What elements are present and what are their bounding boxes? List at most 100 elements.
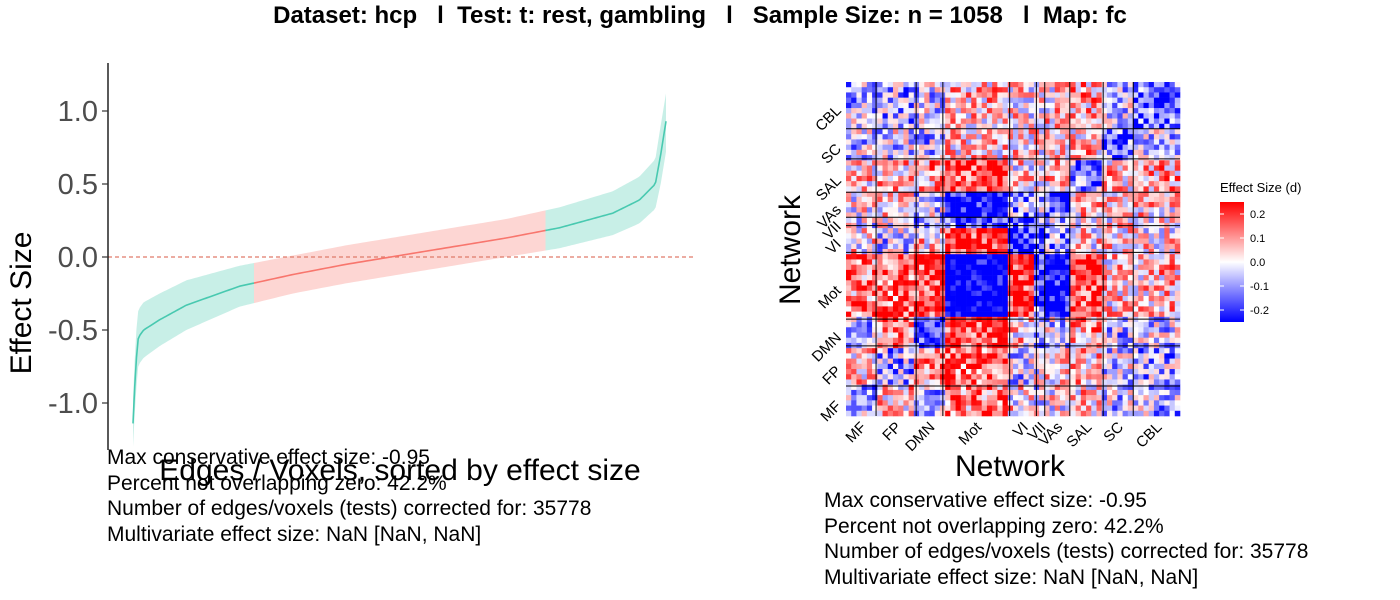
heatmap-cell xyxy=(934,196,941,203)
heatmap-cell xyxy=(1169,217,1176,224)
heatmap-cell xyxy=(1007,155,1014,161)
heatmap-cell xyxy=(1112,118,1118,125)
heatmap-cell xyxy=(903,395,909,401)
heatmap-cell xyxy=(1023,228,1029,234)
heatmap-cell xyxy=(1028,363,1035,370)
heatmap-cell xyxy=(1153,259,1160,265)
heatmap-cell xyxy=(1164,264,1170,271)
heatmap-cell xyxy=(1018,295,1024,302)
heatmap-cell xyxy=(971,384,977,391)
heatmap-cell xyxy=(1086,348,1092,354)
heatmap-cell xyxy=(1096,155,1103,161)
heatmap-cell xyxy=(950,102,956,109)
heatmap-cell xyxy=(1007,238,1014,245)
heatmap-cell xyxy=(976,144,982,151)
heatmap-cell xyxy=(1159,196,1165,203)
heatmap-cell xyxy=(1159,134,1165,140)
heatmap-cell xyxy=(1106,102,1113,109)
heatmap-cell xyxy=(1159,400,1165,406)
heatmap-cell xyxy=(1122,259,1129,265)
heatmap-cell xyxy=(960,285,967,292)
heatmap-cell xyxy=(1080,160,1087,166)
heatmap-cell xyxy=(856,254,862,260)
heatmap-cell xyxy=(960,123,967,130)
heatmap-cell xyxy=(1164,186,1170,192)
heatmap-cell xyxy=(1065,233,1071,239)
heatmap-cell xyxy=(846,92,852,98)
heatmap-cell xyxy=(1039,353,1045,359)
heatmap-cell xyxy=(851,389,857,396)
heatmap-cell xyxy=(1059,264,1066,271)
heatmap-cell xyxy=(934,249,941,255)
heatmap-cell xyxy=(966,369,972,375)
heatmap-cell xyxy=(1106,301,1113,307)
heatmap-cell xyxy=(1117,395,1123,401)
heatmap-cell xyxy=(1112,395,1118,401)
heatmap-cell xyxy=(1106,369,1113,375)
heatmap-cell xyxy=(960,191,967,198)
heatmap-cell xyxy=(877,254,883,260)
heatmap-cell xyxy=(908,170,915,177)
heatmap-cell xyxy=(1133,285,1139,292)
heatmap-cell xyxy=(1044,384,1050,391)
heatmap-cell xyxy=(981,87,988,93)
heatmap-cell xyxy=(1080,155,1087,161)
heatmap-cell xyxy=(966,275,972,281)
heatmap-cell xyxy=(1059,269,1066,276)
heatmap-cell xyxy=(1133,108,1139,114)
heatmap-cell xyxy=(966,233,972,239)
heatmap-cell xyxy=(1112,113,1118,119)
heatmap-cell xyxy=(856,170,862,177)
heatmap-cell xyxy=(1122,118,1129,125)
heatmap-cell xyxy=(1054,207,1061,213)
heatmap-cell xyxy=(1143,400,1149,406)
heatmap-cell xyxy=(898,202,904,208)
heatmap-cell xyxy=(1153,254,1160,260)
heatmap-cell xyxy=(903,243,909,250)
heatmap-cell xyxy=(856,92,862,98)
heatmap-cell xyxy=(919,191,925,198)
heatmap-cell xyxy=(919,87,925,93)
heatmap-cell xyxy=(924,113,930,119)
heatmap-cell xyxy=(971,186,977,192)
heatmap-cell xyxy=(1039,327,1045,333)
heatmap-cell xyxy=(1080,196,1087,203)
heatmap-cell xyxy=(981,275,988,281)
heatmap-cell xyxy=(1153,353,1160,359)
heatmap-cell xyxy=(1049,389,1056,396)
stat-percent-not-overlapping: Percent not overlapping zero: 42.2% xyxy=(107,471,447,495)
heatmap-cell xyxy=(1059,139,1066,145)
heatmap-cell xyxy=(1039,264,1045,271)
heatmap-cell xyxy=(1127,280,1134,286)
heatmap-cell xyxy=(1091,327,1097,333)
heatmap-cell xyxy=(892,379,899,385)
heatmap-cell xyxy=(1091,410,1097,417)
heatmap-cell xyxy=(955,165,962,172)
heatmap-cell xyxy=(1080,149,1087,156)
heatmap-cell xyxy=(1075,134,1082,140)
heatmap-cell xyxy=(1143,191,1149,198)
heatmap-cell xyxy=(1039,363,1045,370)
heatmap-cell xyxy=(1091,264,1097,271)
heatmap-cell xyxy=(945,264,951,271)
heatmap-cell xyxy=(971,139,977,145)
heatmap-cell xyxy=(1096,306,1103,312)
x-network-label: FP xyxy=(879,419,905,445)
heatmap-cell xyxy=(981,196,988,203)
heatmap-cell xyxy=(908,207,915,213)
heatmap-cell xyxy=(971,285,977,292)
heatmap-cell xyxy=(1075,290,1082,297)
heatmap-cell xyxy=(887,202,894,208)
heatmap-cell xyxy=(851,295,857,302)
heatmap-cell xyxy=(919,128,925,135)
heatmap-cell xyxy=(1164,139,1170,145)
heatmap-cell xyxy=(1007,353,1014,359)
heatmap-cell xyxy=(1023,311,1029,318)
heatmap-cell xyxy=(1028,144,1035,151)
heatmap-cell xyxy=(1039,369,1045,375)
heatmap-cell xyxy=(924,87,930,93)
heatmap-cell xyxy=(861,358,868,365)
heatmap-cell xyxy=(1086,353,1092,359)
heatmap-cell xyxy=(955,254,962,260)
heatmap-cell xyxy=(934,295,941,302)
